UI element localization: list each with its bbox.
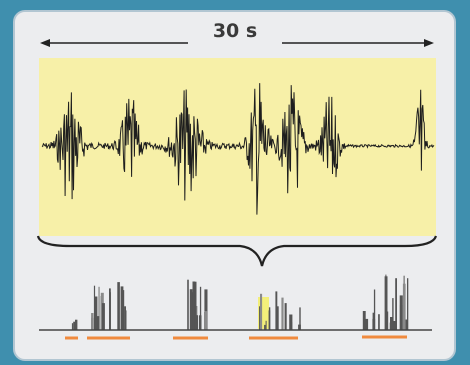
event-bar xyxy=(365,318,369,330)
event-bar xyxy=(372,312,375,330)
event-bar xyxy=(91,313,94,330)
event-bar xyxy=(95,296,98,330)
event-bar xyxy=(199,286,202,330)
event-bar xyxy=(402,283,406,330)
event-bar xyxy=(98,286,100,330)
event-bar xyxy=(73,321,76,330)
event-raster xyxy=(71,274,409,330)
event-bar xyxy=(259,306,261,330)
event-bar xyxy=(362,311,366,330)
event-bar xyxy=(399,295,403,330)
highlight-box xyxy=(258,297,269,329)
duration-label: 30 s xyxy=(212,20,258,42)
event-bar xyxy=(385,274,387,330)
event-bar xyxy=(268,310,271,330)
event-bar xyxy=(101,303,105,330)
event-bar xyxy=(75,319,78,330)
event-bar xyxy=(390,317,393,330)
waveform-line xyxy=(41,83,435,215)
waveform-panel xyxy=(39,58,436,236)
event-bar xyxy=(100,296,102,330)
event-bar xyxy=(393,321,396,330)
event-bar xyxy=(124,306,126,330)
event-bar xyxy=(373,289,376,330)
event-bar xyxy=(281,297,284,330)
waveform-trace xyxy=(41,83,435,215)
curly-brace-icon xyxy=(36,235,438,267)
event-bar xyxy=(109,288,111,330)
event-bar xyxy=(96,316,100,330)
segment-marks xyxy=(65,335,407,340)
event-bar xyxy=(120,286,124,330)
event-bar xyxy=(392,298,394,330)
event-bar xyxy=(71,323,74,330)
event-bar xyxy=(265,320,267,330)
event-bar xyxy=(204,289,208,330)
event-bar xyxy=(378,314,380,330)
event-bar xyxy=(121,312,123,330)
event-bar xyxy=(260,293,263,330)
event-bar xyxy=(407,278,409,330)
event-bar xyxy=(189,289,193,330)
event-bar xyxy=(117,282,120,330)
event-bar xyxy=(187,279,189,330)
event-bar xyxy=(289,314,293,330)
event-bar xyxy=(194,281,197,330)
event-bar xyxy=(204,311,208,330)
event-bar xyxy=(395,278,397,330)
event-bar xyxy=(275,306,279,330)
event-bar xyxy=(386,311,389,330)
event-bar xyxy=(299,307,301,330)
event-bar xyxy=(195,315,198,330)
event-bar xyxy=(192,281,196,330)
event-bar xyxy=(405,319,408,330)
double-arrow-icon xyxy=(40,39,434,47)
event-bar xyxy=(93,285,96,330)
event-bar xyxy=(264,324,266,330)
event-bar xyxy=(284,303,287,330)
